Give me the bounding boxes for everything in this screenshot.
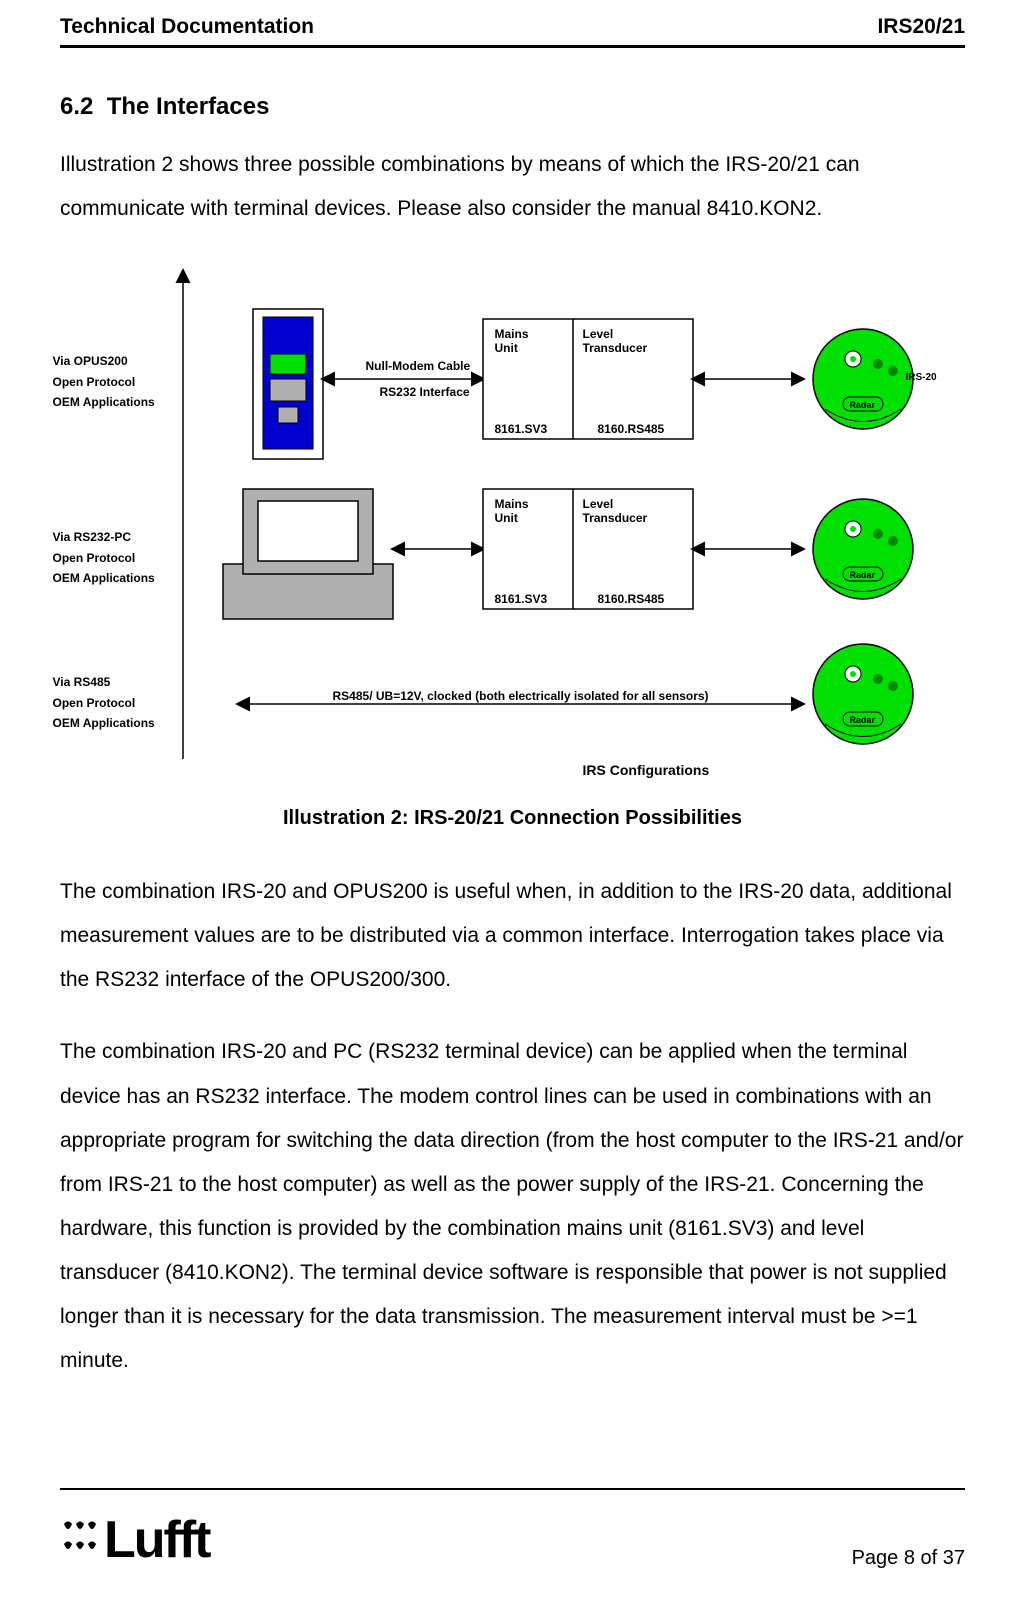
box1-level-bottom: Transducer [583,338,648,358]
left-label-3-l3: OEM Applications [53,713,155,733]
configs-label: IRS Configurations [583,759,710,783]
header-right: IRS20/21 [877,15,965,39]
left-label-3: Via RS485 Open Protocol OEM Applications [53,672,155,733]
header-rule [60,45,965,48]
sensor1-radar-label: Radar [850,398,876,413]
left-label-2: Via RS232-PC Open Protocol OEM Applicati… [53,527,155,588]
page-number: Page 8 of 37 [852,1547,965,1570]
box2-mains-bottom: Unit [495,508,518,528]
left-label-1-l3: OEM Applications [53,392,155,412]
sensor1-irs-label: IRS-20 [906,369,937,386]
logo: Lufft [60,1510,209,1570]
footer: Lufft Page 8 of 37 [60,1488,965,1570]
left-label-1-l1: Via OPUS200 [53,351,155,371]
left-label-1-l2: Open Protocol [53,372,155,392]
left-label-2-l3: OEM Applications [53,568,155,588]
left-label-1: Via OPUS200 Open Protocol OEM Applicatio… [53,351,155,412]
intro-paragraph: Illustration 2 shows three possible comb… [60,143,965,231]
paragraph-2: The combination IRS-20 and OPUS200 is us… [60,870,965,1002]
section-number: 6.2 [60,93,93,120]
cable-label-bottom: RS232 Interface [380,382,470,402]
box1-mains-bottom: Unit [495,338,518,358]
box2-level-bottom: Transducer [583,508,648,528]
section-heading: 6.2 The Interfaces [60,93,965,121]
logo-text: Lufft [104,1510,209,1570]
header-left: Technical Documentation [60,15,314,39]
left-label-3-l2: Open Protocol [53,693,155,713]
paragraph-3: The combination IRS-20 and PC (RS232 ter… [60,1030,965,1383]
cable-label-top: Null-Modem Cable [366,356,471,376]
box1-level-code: 8160.RS485 [598,419,665,439]
left-label-3-l1: Via RS485 [53,672,155,692]
left-label-2-l1: Via RS232-PC [53,527,155,547]
illustration-caption: Illustration 2: IRS-20/21 Connection Pos… [60,807,965,830]
footer-rule [60,1488,965,1490]
logo-icon [60,1518,100,1562]
box2-level-code: 8160.RS485 [598,589,665,609]
left-label-2-l2: Open Protocol [53,548,155,568]
sensor3-radar-label: Radar [850,713,876,728]
box1-mains-code: 8161.SV3 [495,419,548,439]
section-title: The Interfaces [107,93,270,120]
rs485-label: RS485/ UB=12V, clocked (both electricall… [333,686,709,706]
box2-mains-code: 8161.SV3 [495,589,548,609]
sensor2-radar-label: Radar [850,568,876,583]
diagram: Via OPUS200 Open Protocol OEM Applicatio… [63,259,963,789]
